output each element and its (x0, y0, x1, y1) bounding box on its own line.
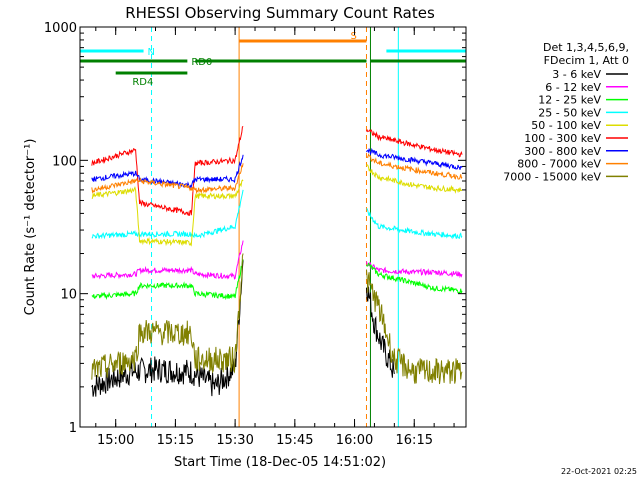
state-bar-label-rd0: RD0 (191, 57, 212, 68)
legend-label-6-12-kev: 6 - 12 keV (545, 81, 601, 94)
series-300-800-kev-segment-1 (366, 147, 463, 170)
series-12-25-kev-segment-1 (366, 262, 463, 295)
x-tick-label-1600: 16:00 (336, 433, 373, 448)
legend-label-25-50-kev: 25 - 50 keV (538, 106, 601, 119)
series-25-50-kev-segment-0 (91, 189, 244, 240)
x-axis-label: Start Time (18-Dec-05 14:51:02) (174, 455, 386, 470)
series-7000-15000-kev-segment-0 (91, 253, 244, 380)
x-tick-label-1500: 15:00 (97, 433, 134, 448)
timestamp: 22-Oct-2021 02:25 (561, 467, 637, 476)
series-3-6-kev-segment-1 (366, 286, 395, 378)
legend-label-100-300-kev: 100 - 300 keV (524, 132, 601, 145)
legend-label-300-800-kev: 300 - 800 keV (524, 145, 601, 158)
y-tick-label-1000: 1000 (44, 21, 77, 36)
series-12-25-kev-segment-0 (91, 259, 244, 301)
series-800-7000-kev-segment-1 (366, 153, 463, 180)
legend-label-7000-15000-kev: 7000 - 15000 keV (503, 170, 601, 183)
series-25-50-kev-segment-1 (366, 208, 463, 240)
legend-label-12-25-kev: 12 - 25 keV (538, 94, 601, 107)
series-6-12-kev-segment-0 (91, 240, 244, 280)
x-tick-label-1530: 15:30 (216, 433, 253, 448)
state-bar-label-rd4: RD4 (132, 77, 153, 88)
series-7000-15000-kev-segment-1 (366, 269, 463, 385)
series-50-100-kev-segment-0 (91, 179, 244, 247)
y-tick-label-1: 1 (69, 421, 77, 436)
series-100-300-kev-segment-1 (366, 128, 463, 158)
x-tick-label-1545: 15:45 (276, 433, 313, 448)
legend-label-800-7000-kev: 800 - 7000 keV (517, 158, 601, 171)
series-3-6-kev-segment-0 (91, 259, 244, 397)
series-100-300-kev-segment-0 (91, 125, 244, 216)
legend-label-50-100-kev: 50 - 100 keV (531, 119, 601, 132)
x-tick-label-1515: 15:15 (157, 433, 194, 448)
legend-label-3-6-kev: 3 - 6 keV (552, 68, 601, 81)
legend-header-line-2: FDecim 1, Att 0 (544, 54, 629, 67)
state-bar-label-n: N (148, 47, 155, 58)
plot-frame (79, 26, 467, 428)
state-bar-label-s: S (350, 31, 356, 42)
series-6-12-kev-segment-1 (366, 261, 463, 279)
series-50-100-kev-segment-1 (366, 164, 463, 194)
series-300-800-kev-segment-0 (91, 154, 244, 189)
y-tick-label-100: 100 (52, 154, 77, 169)
series-800-7000-kev-segment-0 (91, 163, 244, 195)
x-tick-label-1615: 16:15 (396, 433, 433, 448)
y-tick-label-10: 10 (60, 288, 77, 303)
y-axis-label: Count Rate (s⁻¹ detector⁻¹) (23, 139, 38, 316)
legend-header-line-1: Det 1,3,4,5,6,9, (543, 41, 629, 54)
chart-title: RHESSI Observing Summary Count Rates (125, 4, 435, 22)
